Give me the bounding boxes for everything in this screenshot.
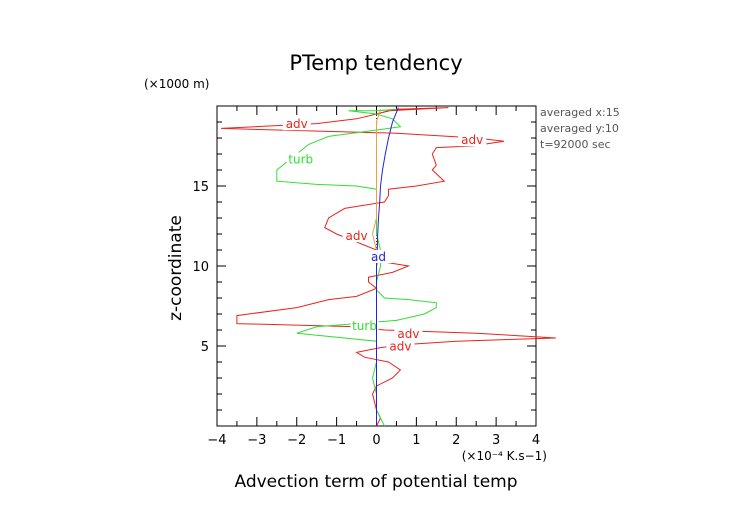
x-tick-label: 3 [492, 433, 500, 448]
series-label-bg [394, 326, 423, 340]
annotation-time: t=92000 sec [540, 138, 611, 151]
series-line-adv [220, 107, 556, 427]
series-label-adv: adv [389, 340, 411, 354]
x-tick-label: −3 [247, 433, 266, 448]
series-label-bg [286, 152, 315, 166]
x-tick-label: −2 [287, 433, 306, 448]
x-tick-label: 0 [372, 433, 380, 448]
series-label-adv: adv [286, 117, 308, 131]
y-tick-label: 10 [192, 260, 209, 275]
y-axis-label: z-coordinate [166, 215, 186, 321]
y-tick-label: 15 [192, 180, 209, 195]
plot-area: −4 −3 −2 −1 0 1 2 3 451015advadvadvadvadvturbtur… [192, 105, 556, 448]
x-axis-label: Advection term of potential temp [234, 472, 517, 492]
series-line-ad [376, 107, 399, 426]
x-tick-label: 2 [452, 433, 460, 448]
y-unit-label: (×1000 m) [144, 77, 209, 91]
series-label-bg [350, 318, 379, 332]
x-tick-label: −1 [327, 433, 346, 448]
annotation-averaged-x: averaged x:15 [540, 106, 620, 119]
series-label-adv: adv [461, 133, 483, 147]
x-tick-label: 4 [532, 433, 540, 448]
annotation-averaged-y: averaged y:10 [540, 122, 619, 135]
x-tick-label: −4 [207, 433, 226, 448]
series-label-ad: ad [371, 250, 386, 264]
chart-title: PTemp tendency [289, 51, 462, 75]
x-tick-label: 1 [412, 433, 420, 448]
series-label-turb: turb [288, 152, 313, 166]
y-tick-label: 5 [201, 340, 209, 355]
series-label-turb: turb [352, 319, 377, 333]
series-label-bg [342, 229, 371, 243]
series-label-adv: adv [346, 229, 368, 243]
series-label-bg [364, 250, 393, 263]
series-label-bg [458, 133, 487, 147]
x-unit-label: (×10⁻⁴ K.s−1) [462, 449, 547, 463]
series-label-bg [386, 339, 415, 353]
series-label-bg [282, 117, 311, 131]
series-label-adv: adv [397, 327, 419, 341]
